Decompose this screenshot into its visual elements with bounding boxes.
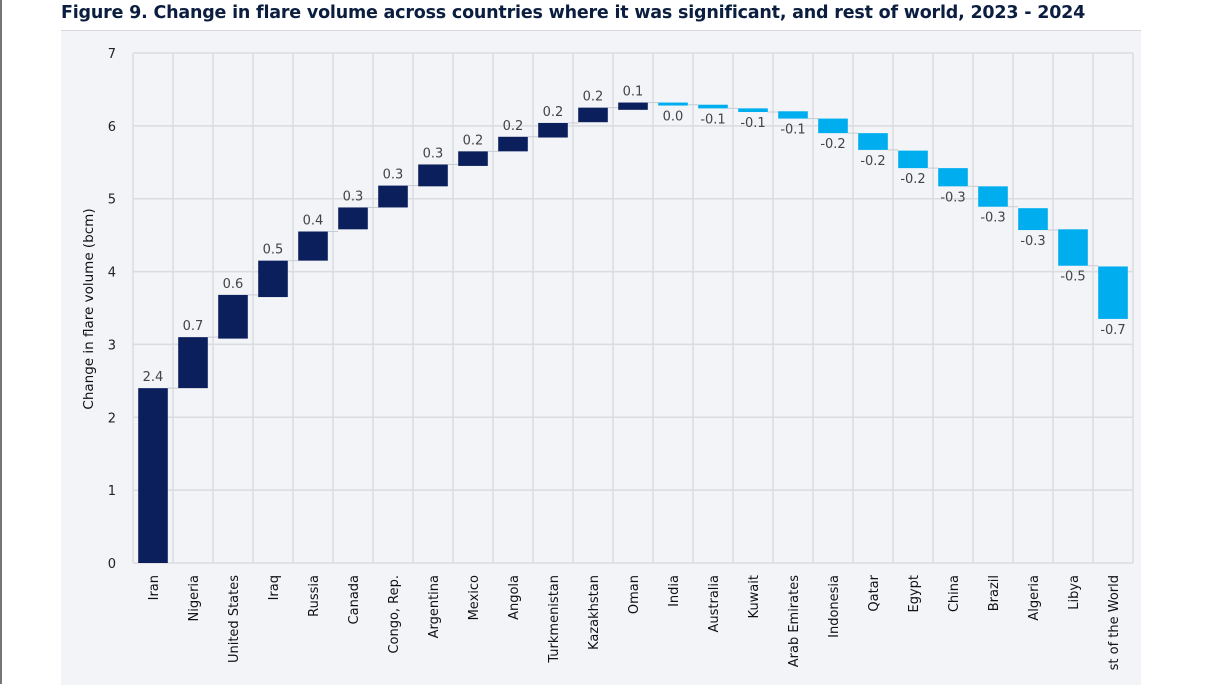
bar-qatar xyxy=(858,133,888,150)
x-category-label: Indonesia xyxy=(827,575,842,638)
data-label: 0.4 xyxy=(303,214,324,229)
data-label: -0.1 xyxy=(740,116,765,131)
data-label: 2.4 xyxy=(143,370,164,385)
bar-kazakhstan xyxy=(578,107,608,123)
data-label: 0.3 xyxy=(383,168,404,183)
data-label: 0.7 xyxy=(183,319,204,334)
y-tick-label: 3 xyxy=(108,338,116,353)
x-category-label: Kazakhstan xyxy=(587,575,602,650)
bar-iran xyxy=(138,388,168,563)
x-category-label: Oman xyxy=(627,575,642,614)
bar-indonesia xyxy=(818,118,848,134)
data-label: -0.2 xyxy=(900,172,925,187)
data-label: 0.5 xyxy=(263,243,284,258)
bar-nigeria xyxy=(178,337,208,389)
bar-oman xyxy=(618,102,648,110)
bar-egypt xyxy=(898,150,928,169)
bar-mexico xyxy=(458,151,488,166)
data-label: -0.3 xyxy=(1020,234,1045,249)
x-category-label: Qatar xyxy=(867,574,882,611)
data-label: -0.3 xyxy=(940,190,965,205)
bar-kuwait xyxy=(738,108,768,113)
x-category-label: Turkmenistan xyxy=(547,575,562,664)
bar-india xyxy=(658,102,688,106)
data-label: -0.3 xyxy=(980,211,1005,226)
y-tick-label: 6 xyxy=(108,120,116,135)
data-label: 0.0 xyxy=(663,110,684,125)
x-category-label: st of the World xyxy=(1107,575,1122,670)
x-category-label: China xyxy=(947,575,962,612)
x-category-label: Egypt xyxy=(907,575,922,613)
x-category-label: Canada xyxy=(347,575,362,624)
data-label: -0.5 xyxy=(1060,270,1085,285)
x-category-label: Nigeria xyxy=(187,575,202,622)
data-label: -0.1 xyxy=(780,123,805,138)
data-label: 0.3 xyxy=(423,146,444,161)
x-category-label: Iran xyxy=(147,575,162,600)
bar-algeria xyxy=(1018,208,1048,231)
x-category-label: Brazil xyxy=(987,575,1002,611)
data-label: -0.1 xyxy=(700,112,725,127)
data-labels: 2.4 0.7 0.6 0.5 0.4 0.3 0.3 0.3 0.2 0.2 0.2 0.2 0.1 0… xyxy=(143,85,1126,386)
waterfall-chart: 2.4 0.7 0.6 0.5 0.4 0.3 0.3 0.3 0.2 0.2 0.2 0.2 0.1 0… xyxy=(81,47,1134,670)
x-category-label: Iraq xyxy=(267,575,282,600)
chart-panel: 2.4 0.7 0.6 0.5 0.4 0.3 0.3 0.3 0.2 0.2 0.2 0.2 0.1 0… xyxy=(61,30,1141,685)
bar-libya xyxy=(1058,229,1088,266)
bar-russia xyxy=(298,231,328,261)
x-axis-categories: Iran Nigeria United States Iraq Russia Canada… xyxy=(147,574,1122,670)
bar-canada xyxy=(338,207,368,230)
y-tick-label: 1 xyxy=(108,484,116,499)
y-axis-ticks: 0 1 2 3 4 5 6 7 xyxy=(108,47,116,572)
data-label: 0.6 xyxy=(223,277,244,292)
data-label: 0.1 xyxy=(623,85,644,100)
y-tick-label: 7 xyxy=(108,47,116,62)
bars xyxy=(138,102,1128,563)
bar-angola xyxy=(498,136,528,152)
data-label: -0.2 xyxy=(860,154,885,169)
data-label: 0.3 xyxy=(343,189,364,204)
y-axis-title: Change in flare volume (bcm) xyxy=(81,208,97,409)
bar-arab-emirates xyxy=(778,111,808,119)
x-category-label: Angola xyxy=(507,575,522,620)
figure-title: Figure 9. Change in flare volume across … xyxy=(61,3,1086,23)
bar-st-of-the-world xyxy=(1098,266,1128,319)
x-category-label: Russia xyxy=(307,575,322,617)
window-edge xyxy=(0,0,2,684)
x-category-label: Libya xyxy=(1067,575,1082,610)
data-label: 0.2 xyxy=(583,90,604,105)
x-category-label: Algeria xyxy=(1027,575,1042,621)
y-tick-label: 4 xyxy=(108,266,116,281)
x-category-label: Mexico xyxy=(467,575,482,620)
grid xyxy=(132,52,1134,564)
data-label: 0.2 xyxy=(463,133,484,148)
data-label: 0.2 xyxy=(503,119,524,134)
data-label: 0.2 xyxy=(543,105,564,120)
data-label: -0.7 xyxy=(1100,323,1125,338)
y-tick-label: 2 xyxy=(108,411,116,426)
y-tick-label: 5 xyxy=(108,193,116,208)
x-category-label: Arab Emirates xyxy=(787,575,802,667)
bar-argentina xyxy=(418,164,448,187)
x-category-label: Argentina xyxy=(427,575,442,638)
bar-turkmenistan xyxy=(538,122,568,138)
bar-congo-rep- xyxy=(378,185,408,208)
x-category-label: United States xyxy=(227,575,242,663)
bar-china xyxy=(938,168,968,187)
x-category-label: Kuwait xyxy=(747,575,762,618)
bar-brazil xyxy=(978,186,1008,207)
data-label: -0.2 xyxy=(820,137,845,152)
bar-australia xyxy=(698,104,728,109)
bar-iraq xyxy=(258,260,288,298)
x-category-label: Australia xyxy=(707,575,722,633)
x-category-label: India xyxy=(667,575,682,607)
y-tick-label: 0 xyxy=(108,557,116,572)
bar-united-states xyxy=(218,294,248,339)
x-category-label: Congo, Rep. xyxy=(387,575,402,654)
connectors xyxy=(167,102,1099,389)
